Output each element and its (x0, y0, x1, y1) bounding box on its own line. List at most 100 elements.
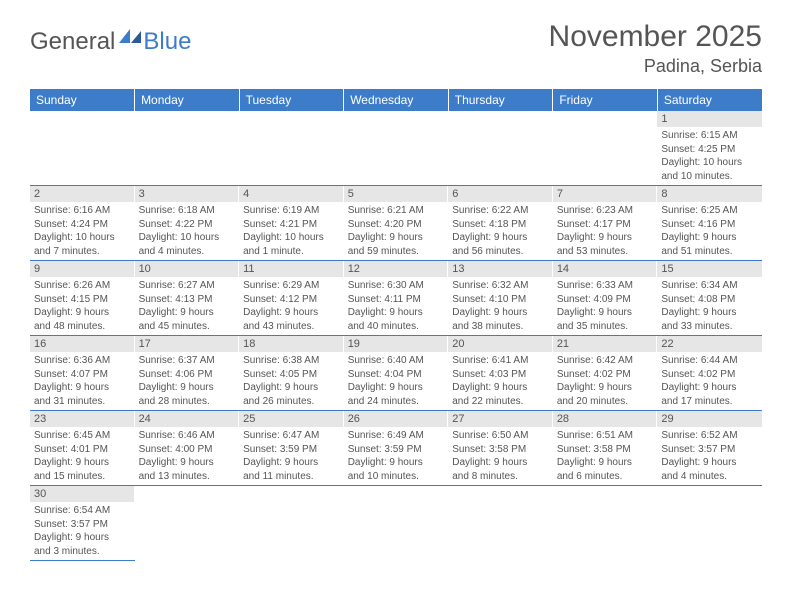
day-number: 16 (30, 336, 135, 352)
day-content: Sunrise: 6:52 AMSunset: 3:57 PMDaylight:… (657, 427, 762, 485)
day-number: 28 (553, 411, 658, 427)
day-line: and 10 minutes. (348, 470, 445, 484)
day-content: Sunrise: 6:27 AMSunset: 4:13 PMDaylight:… (135, 277, 240, 335)
calendar-day-cell: 12 Sunrise: 6:30 AMSunset: 4:11 PMDayligh… (344, 261, 449, 336)
calendar-week-row: 1Sunrise: 6:15 AMSunset: 4:25 PMDaylight… (30, 111, 762, 186)
day-line: Sunrise: 6:30 AM (348, 279, 445, 293)
day-line: Sunset: 3:57 PM (661, 443, 758, 457)
calendar-day-cell (30, 111, 135, 186)
calendar-day-cell: 17Sunrise: 6:37 AMSunset: 4:06 PMDayligh… (135, 336, 240, 411)
calendar-day-cell: 8Sunrise: 6:25 AMSunset: 4:16 PMDaylight… (657, 186, 762, 261)
day-line: Sunrise: 6:19 AM (243, 204, 340, 218)
day-line: and 11 minutes. (243, 470, 340, 484)
day-number: 8 (657, 186, 762, 202)
calendar-day-cell: 15Sunrise: 6:34 AMSunset: 4:08 PMDayligh… (657, 261, 762, 336)
calendar-day-cell: 7Sunrise: 6:23 AMSunset: 4:17 PMDaylight… (553, 186, 658, 261)
day-line: and 10 minutes. (661, 170, 758, 184)
day-line: Sunrise: 6:15 AM (661, 129, 758, 143)
day-line: Sunrise: 6:49 AM (348, 429, 445, 443)
day-line: Daylight: 9 hours (139, 456, 236, 470)
day-line: and 24 minutes. (348, 395, 445, 409)
day-number: 29 (657, 411, 762, 427)
day-content: Sunrise: 6:50 AMSunset: 3:58 PMDaylight:… (448, 427, 553, 485)
calendar-day-cell: 4Sunrise: 6:19 AMSunset: 4:21 PMDaylight… (239, 186, 344, 261)
day-line: and 33 minutes. (661, 320, 758, 334)
calendar-day-cell: 26Sunrise: 6:49 AMSunset: 3:59 PMDayligh… (344, 411, 449, 486)
calendar-day-cell: 29Sunrise: 6:52 AMSunset: 3:57 PMDayligh… (657, 411, 762, 486)
day-line: Sunrise: 6:40 AM (348, 354, 445, 368)
day-line: and 7 minutes. (34, 245, 131, 259)
day-content: Sunrise: 6:23 AMSunset: 4:17 PMDaylight:… (553, 202, 658, 260)
day-number: 5 (344, 186, 449, 202)
calendar-day-cell: 1Sunrise: 6:15 AMSunset: 4:25 PMDaylight… (657, 111, 762, 186)
day-number: 7 (553, 186, 658, 202)
page-title: November 2025 (549, 20, 762, 54)
day-line: and 43 minutes. (243, 320, 340, 334)
calendar-day-cell: 13Sunrise: 6:32 AMSunset: 4:10 PMDayligh… (448, 261, 553, 336)
day-content: Sunrise: 6:38 AMSunset: 4:05 PMDaylight:… (239, 352, 344, 410)
day-line: Sunrise: 6:52 AM (661, 429, 758, 443)
calendar-body: 1Sunrise: 6:15 AMSunset: 4:25 PMDaylight… (30, 111, 762, 561)
title-area: November 2025 Padina, Serbia (549, 20, 762, 77)
day-line: and 15 minutes. (34, 470, 131, 484)
day-line: Daylight: 9 hours (452, 231, 549, 245)
header: General Blue November 2025 Padina, Serbi… (30, 20, 762, 77)
calendar-day-cell: 3Sunrise: 6:18 AMSunset: 4:22 PMDaylight… (135, 186, 240, 261)
weekday-header: Tuesday (239, 89, 344, 111)
day-line: Sunrise: 6:36 AM (34, 354, 131, 368)
day-number: 2 (30, 186, 135, 202)
day-line: and 48 minutes. (34, 320, 131, 334)
weekday-header: Wednesday (344, 89, 449, 111)
day-line: and 8 minutes. (452, 470, 549, 484)
day-line: Sunset: 4:25 PM (661, 143, 758, 157)
day-number: 21 (553, 336, 658, 352)
day-line: Sunrise: 6:27 AM (139, 279, 236, 293)
calendar-day-cell (135, 111, 240, 186)
weekday-header: Monday (135, 89, 240, 111)
day-line: Sunset: 3:58 PM (557, 443, 654, 457)
day-line: Sunset: 4:22 PM (139, 218, 236, 232)
day-number: 20 (448, 336, 553, 352)
day-line: and 40 minutes. (348, 320, 445, 334)
day-content: Sunrise: 6:42 AMSunset: 4:02 PMDaylight:… (553, 352, 658, 410)
day-content: Sunrise: 6:34 AMSunset: 4:08 PMDaylight:… (657, 277, 762, 335)
day-line: Sunset: 4:20 PM (348, 218, 445, 232)
day-line: Sunset: 4:16 PM (661, 218, 758, 232)
day-line: Daylight: 9 hours (348, 231, 445, 245)
day-line: Daylight: 9 hours (34, 306, 131, 320)
day-line: Sunrise: 6:32 AM (452, 279, 549, 293)
calendar-day-cell (553, 486, 658, 561)
day-content: Sunrise: 6:44 AMSunset: 4:02 PMDaylight:… (657, 352, 762, 410)
day-line: Daylight: 9 hours (348, 306, 445, 320)
day-line: Daylight: 9 hours (348, 381, 445, 395)
day-line: Sunset: 4:11 PM (348, 293, 445, 307)
day-line: Daylight: 9 hours (557, 306, 654, 320)
day-content: Sunrise: 6:36 AMSunset: 4:07 PMDaylight:… (30, 352, 135, 410)
day-line: Sunrise: 6:23 AM (557, 204, 654, 218)
day-number: 12 (344, 261, 449, 277)
day-line: Daylight: 9 hours (661, 231, 758, 245)
calendar-day-cell (239, 111, 344, 186)
day-line: Daylight: 9 hours (34, 381, 131, 395)
day-line: Sunset: 4:00 PM (139, 443, 236, 457)
day-line: Daylight: 9 hours (243, 381, 340, 395)
day-content: Sunrise: 6:40 AMSunset: 4:04 PMDaylight:… (344, 352, 449, 410)
calendar-day-cell: 16Sunrise: 6:36 AMSunset: 4:07 PMDayligh… (30, 336, 135, 411)
day-line: Sunrise: 6:45 AM (34, 429, 131, 443)
day-number: 26 (344, 411, 449, 427)
day-line: Sunrise: 6:51 AM (557, 429, 654, 443)
day-number: 4 (239, 186, 344, 202)
day-line: Sunset: 4:21 PM (243, 218, 340, 232)
day-content: Sunrise: 6:16 AMSunset: 4:24 PMDaylight:… (30, 202, 135, 260)
day-line: Sunrise: 6:42 AM (557, 354, 654, 368)
day-line: Sunrise: 6:26 AM (34, 279, 131, 293)
logo: General Blue (30, 20, 191, 56)
day-content: Sunrise: 6:22 AMSunset: 4:18 PMDaylight:… (448, 202, 553, 260)
day-content: Sunrise: 6:32 AMSunset: 4:10 PMDaylight:… (448, 277, 553, 335)
day-line: Sunset: 4:05 PM (243, 368, 340, 382)
day-line: and 20 minutes. (557, 395, 654, 409)
day-line: Sunrise: 6:54 AM (34, 504, 131, 518)
calendar-day-cell: 21Sunrise: 6:42 AMSunset: 4:02 PMDayligh… (553, 336, 658, 411)
day-content: Sunrise: 6:25 AMSunset: 4:16 PMDaylight:… (657, 202, 762, 260)
day-line: Sunset: 4:17 PM (557, 218, 654, 232)
